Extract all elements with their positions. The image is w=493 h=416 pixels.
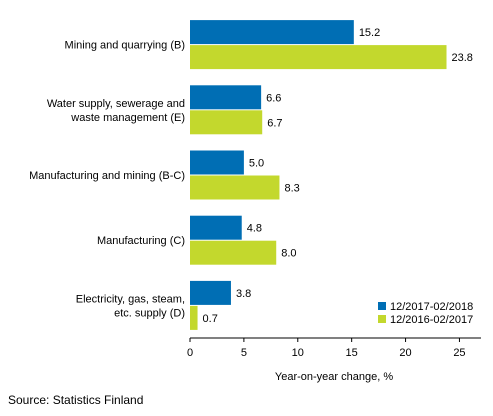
category-label: waste management (E) (70, 112, 185, 124)
bar (190, 175, 280, 200)
bar-value-label: 3.8 (236, 288, 251, 300)
legend-swatch (378, 302, 386, 310)
category-label: Mining and quarrying (B) (65, 40, 185, 52)
category-label: Manufacturing (C) (97, 235, 185, 247)
bar-value-label: 6.7 (267, 117, 282, 129)
source-note: Source: Statistics Finland (8, 393, 144, 407)
category-label: etc. supply (D) (114, 307, 185, 319)
bar-value-label: 8.0 (281, 248, 296, 260)
bar-value-label: 6.6 (266, 92, 281, 104)
bar-value-label: 8.3 (284, 183, 299, 195)
x-tick-label: 0 (187, 347, 193, 359)
bar-value-label: 4.8 (247, 223, 262, 235)
x-tick-label: 15 (346, 347, 358, 359)
bar (190, 110, 263, 135)
bar (190, 85, 262, 110)
x-tick-label: 10 (292, 347, 304, 359)
x-axis-title: Year-on-year change, % (275, 371, 393, 383)
bar-value-label: 5.0 (249, 158, 264, 170)
category-label: Manufacturing and mining (B-C) (29, 170, 185, 182)
bar (190, 305, 198, 330)
bar-value-label: 15.2 (359, 27, 380, 39)
bar (190, 280, 231, 305)
category-label: Water supply, sewerage and (47, 98, 185, 110)
bar (190, 215, 242, 240)
x-tick-label: 20 (399, 347, 411, 359)
legend-label: 12/2017-02/2018 (390, 301, 473, 313)
legend-swatch (378, 315, 386, 323)
bar (190, 20, 354, 45)
x-tick-label: 5 (241, 347, 247, 359)
bar-value-label: 0.7 (203, 313, 218, 325)
category-label: Electricity, gas, steam, (76, 293, 185, 305)
bar (190, 150, 244, 175)
bar-value-label: 23.8 (452, 52, 473, 64)
x-tick-label: 25 (453, 347, 465, 359)
bar (190, 240, 277, 265)
legend-label: 12/2016-02/2017 (390, 314, 473, 326)
bar (190, 45, 447, 70)
